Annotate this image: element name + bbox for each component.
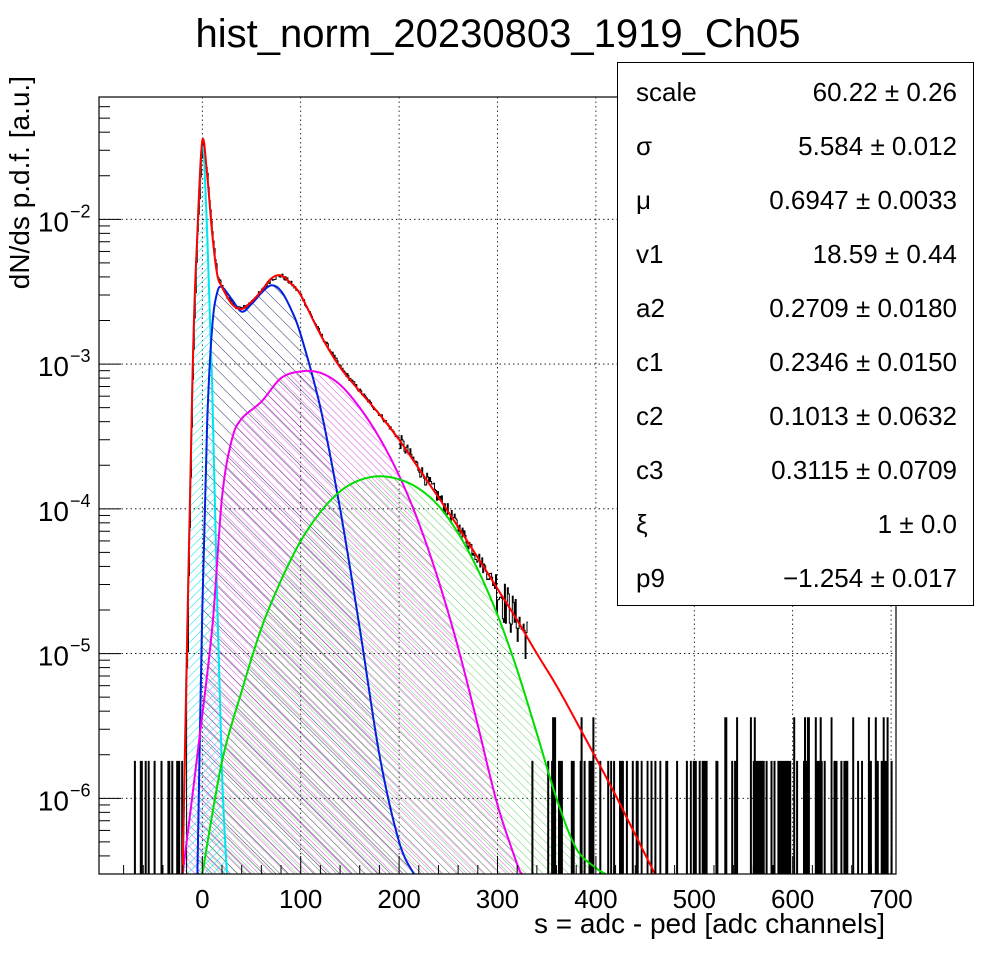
component-fill-4 (202, 476, 606, 874)
stat-value: −1.254 ± 0.017 (782, 563, 957, 593)
fit-curve-0 (181, 137, 656, 874)
stat-row: a2 0.2709 ± 0.0180 (618, 279, 973, 333)
stat-row: σ 5.584 ± 0.012 (618, 117, 973, 171)
y-tick-label: 10 (38, 351, 69, 382)
stat-name: σ (636, 131, 653, 161)
y-tick-label: 10 (38, 206, 69, 237)
stat-row: c1 0.2346 ± 0.0150 (618, 333, 973, 387)
stat-value: 0.3115 ± 0.0709 (771, 455, 957, 485)
y-tick-exponent: −6 (70, 780, 91, 800)
stat-name: μ (636, 185, 651, 215)
stat-name: c1 (636, 347, 664, 377)
stat-value: 1 ± 0.0 (877, 509, 957, 539)
chart-title: hist_norm_20230803_1919_Ch05 (195, 12, 801, 56)
stat-row: c3 0.3115 ± 0.0709 (618, 441, 973, 495)
stat-name: scale (636, 77, 697, 107)
stat-value: 5.584 ± 0.012 (798, 131, 957, 161)
stat-name: v1 (636, 239, 664, 269)
fit-curve-2 (196, 284, 415, 874)
stat-value: 18.59 ± 0.44 (812, 239, 957, 269)
y-axis-label: dN/ds p.d.f. [a.u.] (4, 76, 35, 290)
x-tick-label: 700 (869, 884, 912, 914)
y-tick-label: 10 (38, 496, 69, 527)
fit-curves (181, 137, 656, 874)
stat-row: scale 60.22 ± 0.26 (618, 63, 973, 117)
stat-value: 0.1013 ± 0.0632 (769, 401, 957, 431)
stat-name: p9 (636, 563, 665, 593)
x-tick-label: 0 (195, 884, 209, 914)
fit-parameters-box: scale 60.22 ± 0.26 σ 5.584 ± 0.012 μ 0.6947 ±… (617, 62, 974, 606)
component-fills (182, 146, 606, 874)
axis-ticks: 0 100 200 300 400 500 600 70010−210−310−410−510… (38, 96, 913, 914)
y-tick-label: 10 (38, 785, 69, 816)
stat-name: c2 (636, 401, 664, 431)
x-axis-label: s = adc - ped [adc channels] (534, 908, 885, 939)
fit-curve-3 (181, 369, 523, 874)
y-tick-exponent: −5 (70, 636, 91, 656)
data-histogram (133, 140, 893, 874)
x-tick-label: 200 (377, 884, 420, 914)
y-tick-exponent: −4 (70, 491, 91, 511)
stat-name: ξ (636, 509, 648, 539)
y-tick-exponent: −3 (70, 346, 91, 366)
stat-row: v1 18.59 ± 0.44 (618, 225, 973, 279)
x-tick-label: 500 (673, 884, 716, 914)
fit-curve-4 (201, 475, 607, 874)
y-tick-label: 10 (38, 641, 69, 672)
stat-row: μ 0.6947 ± 0.0033 (618, 171, 973, 225)
stat-row: c2 0.1013 ± 0.0632 (618, 387, 973, 441)
stat-value: 0.2709 ± 0.0180 (769, 293, 957, 323)
x-tick-label: 300 (476, 884, 519, 914)
x-tick-label: 400 (574, 884, 617, 914)
stat-name: a2 (636, 293, 665, 323)
stat-value: 60.22 ± 0.26 (812, 77, 957, 107)
stat-value: 0.2346 ± 0.0150 (769, 347, 957, 377)
x-tick-label: 600 (771, 884, 814, 914)
data-histogram-line (133, 140, 893, 874)
stat-row: p9 −1.254 ± 0.017 (618, 549, 973, 603)
stat-name: c3 (636, 455, 664, 485)
y-tick-exponent: −2 (70, 201, 91, 221)
x-tick-label: 100 (279, 884, 322, 914)
stat-row: ξ 1 ± 0.0 (618, 495, 973, 549)
stat-value: 0.6947 ± 0.0033 (769, 185, 957, 215)
